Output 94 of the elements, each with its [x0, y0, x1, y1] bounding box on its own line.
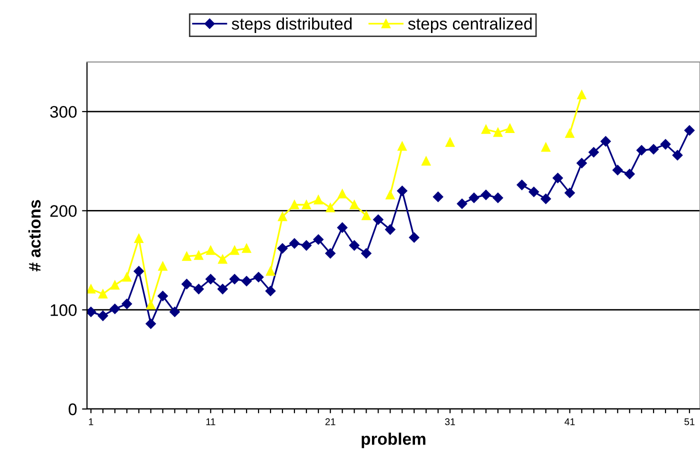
point: [301, 240, 312, 251]
point: [588, 147, 599, 158]
point: [158, 290, 168, 302]
point: [624, 168, 635, 180]
x-tick-label: 41: [564, 418, 575, 426]
point: [386, 190, 395, 200]
legend-label: steps distributed: [232, 17, 352, 33]
point: [468, 192, 480, 203]
point: [194, 250, 204, 260]
point: [600, 136, 611, 146]
y-tick-label: 300: [50, 106, 77, 118]
point: [505, 124, 514, 133]
point: [576, 158, 587, 168]
legend-label: steps centralized: [408, 17, 532, 33]
point: [122, 298, 132, 310]
point: [146, 300, 156, 310]
point: [397, 186, 408, 196]
point: [541, 142, 550, 152]
point: [636, 145, 647, 156]
point: [277, 243, 288, 254]
point: [493, 128, 502, 137]
x-tick-label: 51: [684, 418, 694, 426]
point: [385, 224, 396, 235]
point: [361, 248, 372, 258]
point: [325, 248, 336, 258]
point: [218, 284, 228, 294]
point: [660, 139, 671, 150]
point: [110, 304, 120, 314]
point: [326, 203, 335, 212]
point: [266, 266, 276, 276]
point: [194, 284, 204, 294]
x-tick-label: 21: [325, 418, 336, 426]
point: [289, 238, 300, 249]
x-tick-label: 11: [206, 418, 216, 426]
y-tick-label: 0: [68, 403, 77, 416]
point: [480, 190, 492, 200]
point: [170, 306, 180, 317]
point: [242, 244, 252, 253]
point: [528, 186, 539, 197]
point: [672, 150, 683, 160]
point: [564, 188, 575, 198]
point: [409, 232, 420, 243]
point: [648, 144, 659, 154]
point: [182, 252, 192, 261]
point: [302, 200, 311, 210]
point: [422, 156, 431, 166]
point: [349, 240, 360, 251]
point: [265, 286, 276, 296]
point: [146, 318, 156, 329]
point: [278, 212, 287, 222]
point: [492, 192, 504, 203]
point: [314, 195, 323, 204]
point: [432, 192, 444, 202]
point: [206, 274, 216, 284]
point: [229, 274, 240, 284]
point: [290, 200, 299, 210]
point: [552, 172, 563, 184]
point: [337, 222, 348, 233]
x-tick-label: 1: [88, 418, 94, 426]
point: [253, 272, 264, 282]
point: [350, 200, 359, 210]
y-axis-title: # actions: [28, 200, 41, 272]
y-tick-label: 200: [50, 205, 77, 217]
point: [565, 128, 574, 138]
point: [684, 125, 695, 136]
point: [98, 289, 108, 299]
point: [338, 189, 347, 198]
point: [456, 198, 468, 209]
point: [540, 194, 551, 204]
point: [577, 90, 586, 100]
point: [182, 278, 192, 290]
point: [516, 180, 527, 190]
point: [98, 310, 108, 321]
point: [612, 164, 623, 176]
point: [313, 234, 324, 245]
x-axis-title: problem: [362, 432, 426, 448]
point: [134, 234, 144, 243]
point: [218, 254, 228, 264]
point: [110, 280, 120, 290]
point: [241, 276, 252, 286]
point: [362, 211, 371, 220]
point: [87, 306, 96, 317]
point: [446, 138, 455, 147]
point: [158, 262, 168, 271]
point: [122, 272, 132, 282]
point: [134, 266, 144, 276]
point: [87, 284, 96, 294]
point: [206, 246, 216, 255]
point: [481, 124, 490, 134]
point: [373, 214, 384, 225]
y-tick-label: 100: [50, 304, 77, 316]
point: [230, 246, 240, 255]
x-tick-label: 31: [445, 418, 455, 426]
point: [398, 142, 407, 151]
